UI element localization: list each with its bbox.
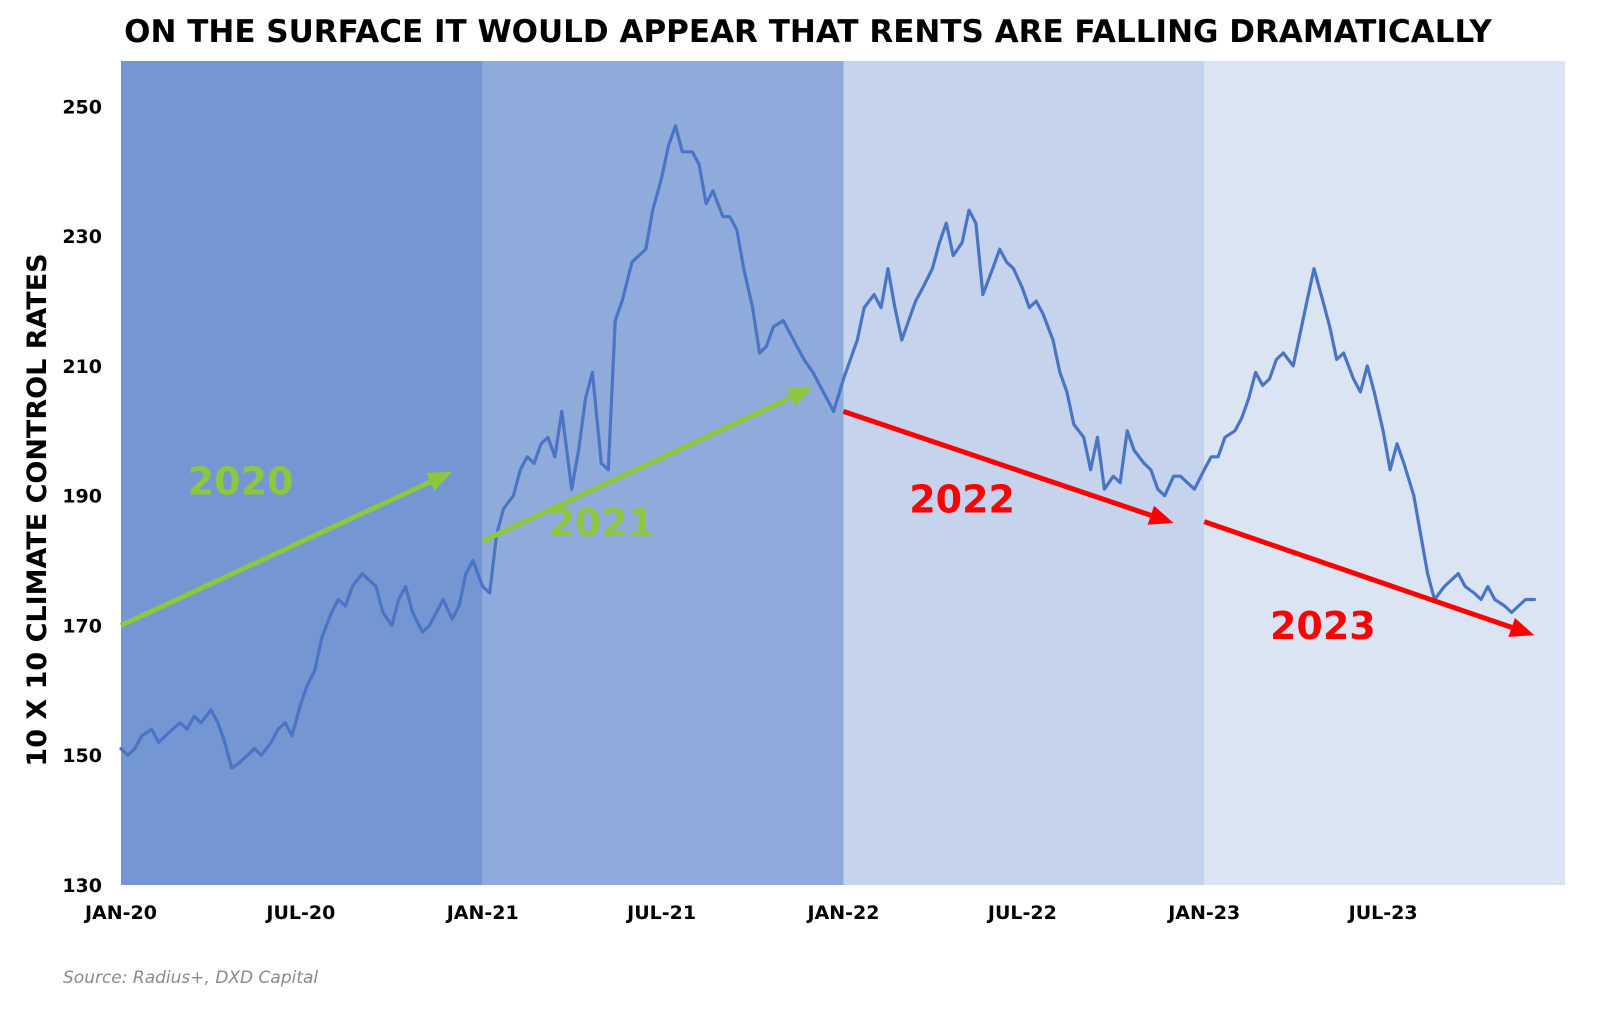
x-tick-label: JUL-23 xyxy=(1347,902,1418,924)
y-tick-label: 190 xyxy=(62,486,102,508)
band-2020 xyxy=(121,61,483,885)
y-tick-label: 210 xyxy=(62,356,102,378)
y-tick-label: 230 xyxy=(62,226,102,248)
band-2023 xyxy=(1204,61,1565,885)
x-tick-label: JUL-21 xyxy=(625,902,696,924)
y-tick-label: 250 xyxy=(62,96,102,118)
annotation-2020: 2020 xyxy=(188,459,294,503)
source-note: Source: Radius+, DXD Capital xyxy=(63,968,318,988)
arrow-2022 xyxy=(842,408,1152,518)
x-axis-ticks: JAN-20 JUL-20 JAN-21 JUL-21 JAN-22 JUL-22 JAN-… xyxy=(83,902,1418,924)
y-axis-ticks: 130 150 170 190 210 230 250 xyxy=(62,96,102,897)
arrowhead-2021 xyxy=(786,387,813,407)
y-axis-label: 10 X 10 CLIMATE CONTROL RATES xyxy=(22,253,53,766)
x-tick-label: JUL-20 xyxy=(264,902,335,924)
y-tick-label: 150 xyxy=(62,745,102,767)
x-tick-label: JAN-20 xyxy=(83,902,157,924)
x-tick-label: JAN-21 xyxy=(445,902,519,924)
arrow-2023 xyxy=(1203,519,1513,630)
arrow-2021 xyxy=(481,395,793,544)
x-tick-label: JUL-22 xyxy=(986,902,1057,924)
arrowhead-2023 xyxy=(1508,617,1535,637)
band-2021 xyxy=(482,61,844,885)
arrowhead-2022 xyxy=(1147,505,1174,525)
background-bands xyxy=(121,61,1565,885)
arrow-2020 xyxy=(119,479,432,628)
annotation-2023: 2023 xyxy=(1270,604,1376,648)
chart-title: ON THE SURFACE IT WOULD APPEAR THAT RENT… xyxy=(124,14,1492,50)
x-tick-label: JAN-23 xyxy=(1166,902,1240,924)
y-tick-label: 130 xyxy=(62,875,102,897)
annotation-2021: 2021 xyxy=(548,501,654,545)
arrowhead-2020 xyxy=(426,471,453,491)
line-layer xyxy=(119,124,1536,770)
y-tick-label: 170 xyxy=(62,615,102,637)
series-line-0 xyxy=(119,124,1536,770)
annotation-2022: 2022 xyxy=(909,478,1015,522)
x-tick-label: JAN-22 xyxy=(805,902,879,924)
annotation-layer: 2020 2021 2022 2023 xyxy=(119,387,1535,648)
